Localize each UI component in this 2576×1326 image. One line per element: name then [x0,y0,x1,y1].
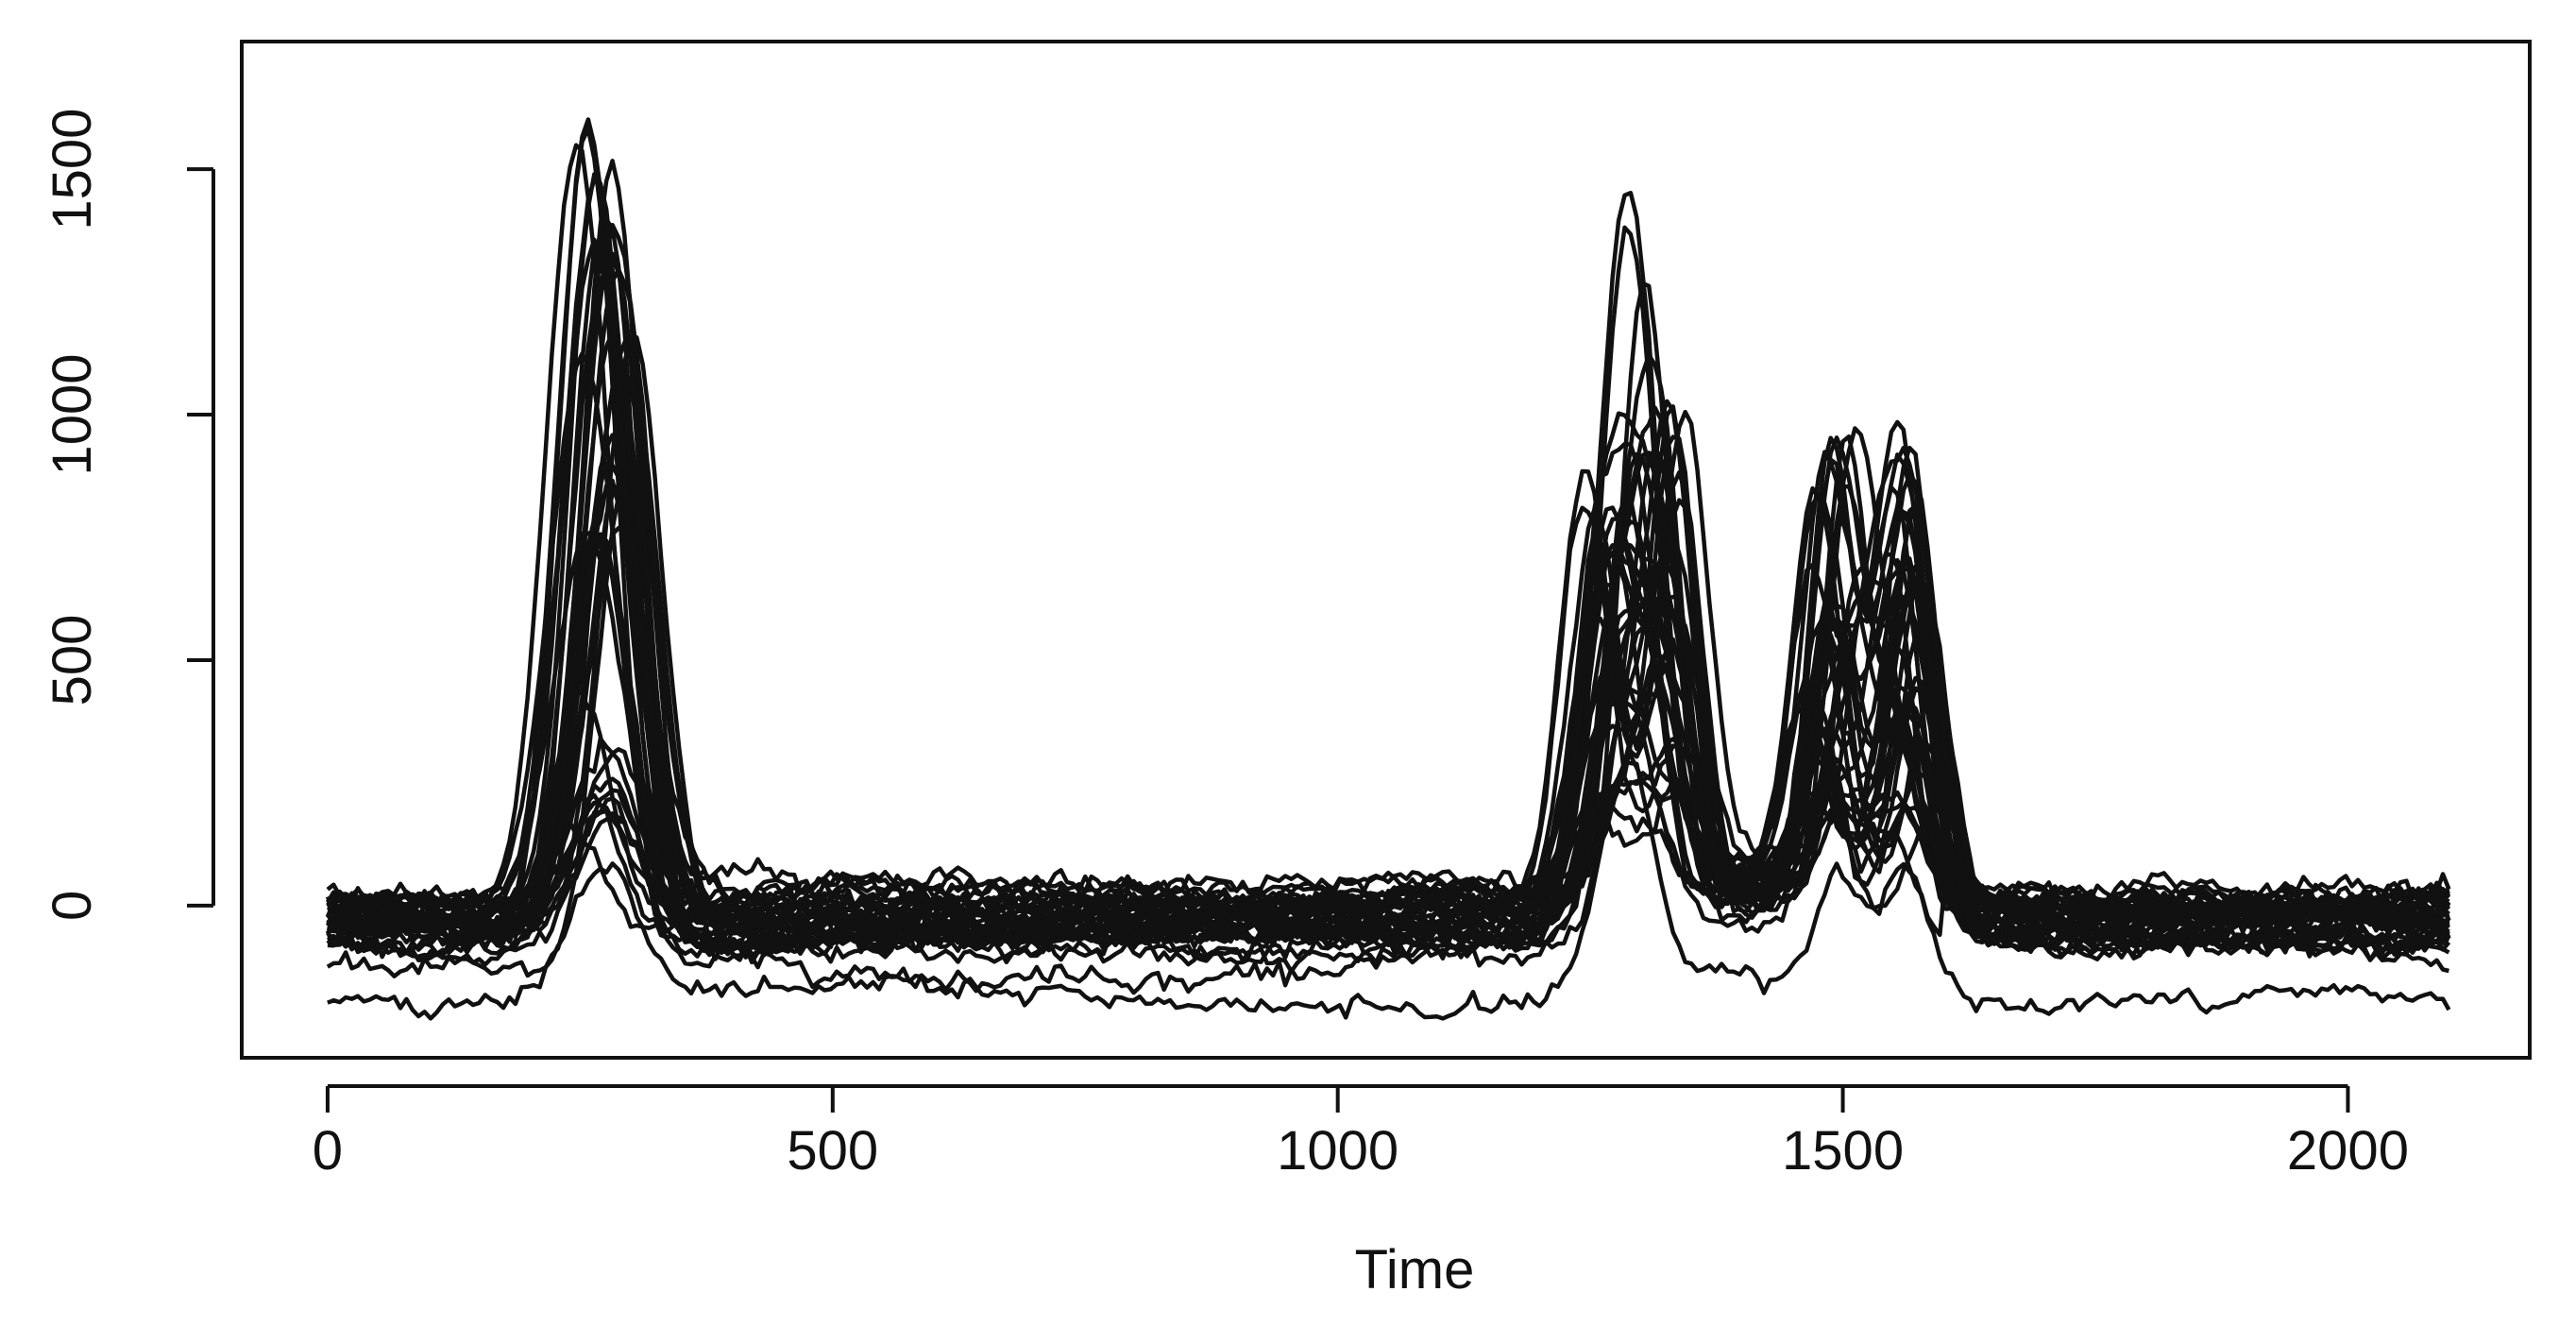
x-tick-label: 1500 [1782,1120,1904,1182]
plot-frame [240,40,2532,1060]
x-axis: 0 500 1000 1500 2000 [313,1084,2409,1182]
y-tick-label: 0 [42,891,103,921]
series-line [326,351,2450,967]
series-line [326,280,2450,953]
series-line [326,468,2451,934]
series-line [327,759,2451,1021]
x-tick-label: 500 [787,1120,878,1182]
y-tick-label: 1000 [42,354,103,476]
x-tick-label: 1000 [1277,1120,1398,1182]
x-axis-label: Time [1355,1239,1475,1300]
series-line [326,778,2451,995]
y-axis: 0 500 1000 1500 [42,109,215,921]
y-tick-label: 500 [42,615,103,706]
x-tick-label: 0 [313,1120,343,1182]
series-line [327,251,2451,943]
x-tick-label: 2000 [2287,1120,2409,1182]
y-tick-label: 1500 [42,109,103,230]
series-layer [325,117,2451,1021]
